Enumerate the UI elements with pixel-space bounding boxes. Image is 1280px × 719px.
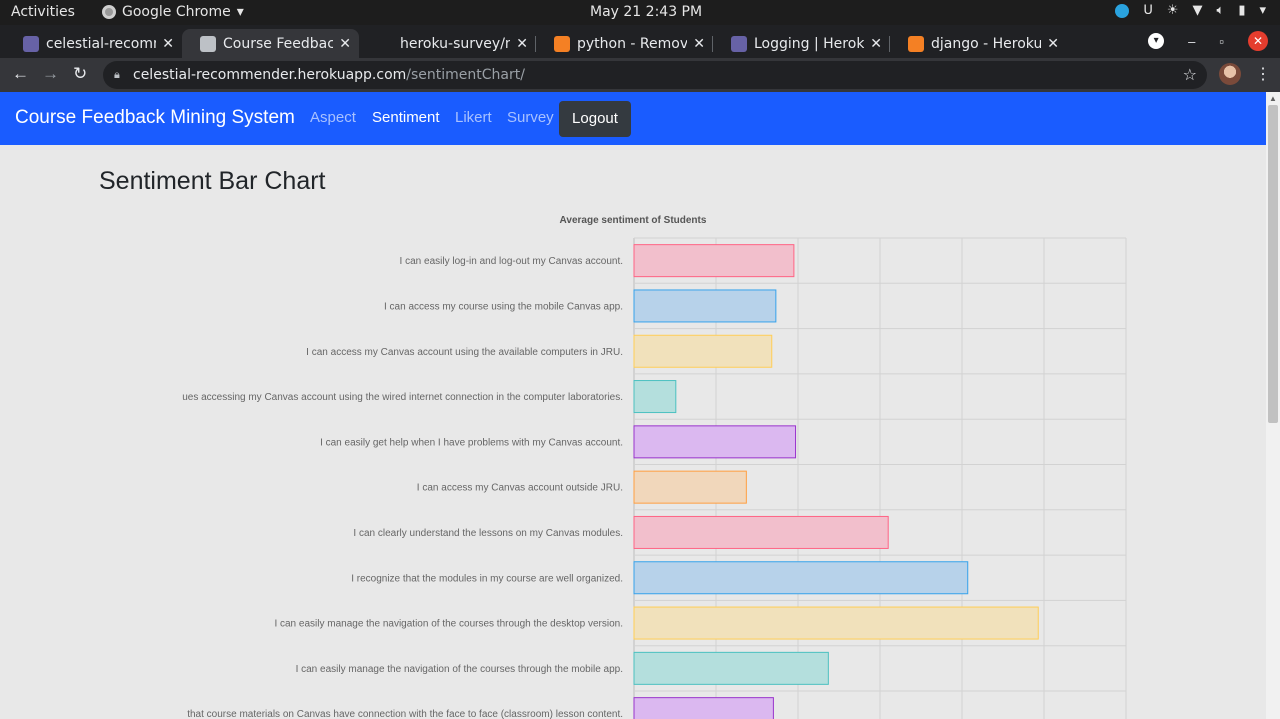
heroku-icon [731, 35, 747, 52]
chart-bar [633, 470, 747, 504]
chevron-down-icon[interactable]: ▾ [1259, 3, 1266, 18]
page-title: Sentiment Bar Chart [99, 167, 326, 195]
system-tray[interactable]: ᑌ ☀ ▼ 🔈︎ ▮ ▾ [1115, 3, 1266, 18]
chart-bar [633, 380, 677, 414]
profile-avatar[interactable] [1219, 63, 1241, 85]
scrollbar-thumb[interactable] [1268, 105, 1278, 423]
caret-down-icon: ▾ [236, 4, 244, 20]
chart-bar [633, 515, 889, 549]
category-label: I can access my Canvas account using the… [306, 347, 623, 358]
close-window-icon[interactable]: ✕ [1248, 31, 1268, 51]
maximize-icon[interactable]: ▫ [1219, 33, 1224, 49]
os-top-bar: Activities Google Chrome ▾ May 21 2:43 P… [0, 0, 1280, 25]
close-tab-icon[interactable]: ✕ [870, 35, 882, 52]
browser-tab[interactable]: Logging | Heroku ✕ [713, 29, 890, 58]
minimize-icon[interactable]: – [1188, 33, 1196, 49]
github-icon [377, 35, 393, 52]
close-tab-icon[interactable]: ✕ [516, 35, 528, 52]
chart-bar [633, 697, 774, 719]
lock-icon[interactable]: 🔒︎ [114, 68, 120, 81]
category-label: I can access my course using the mobile … [384, 301, 623, 312]
nav-link-aspect[interactable]: Aspect [310, 109, 356, 126]
category-label: I can easily manage the navigation of th… [296, 664, 623, 675]
brightness-icon[interactable]: ☀ [1166, 3, 1179, 18]
tab-title: python - Remove s [577, 35, 688, 52]
tray-app-icon[interactable]: ᑌ [1143, 3, 1153, 18]
forward-icon[interactable]: → [42, 64, 59, 83]
address-bar[interactable]: 🔒︎ celestial-recommender.herokuapp.com/s… [103, 61, 1207, 89]
url-path: /sentimentChart/ [406, 67, 525, 83]
browser-tab[interactable]: django - Heroku s ✕ [890, 29, 1067, 58]
nav-link-survey[interactable]: Survey [507, 109, 554, 126]
chart-bar [633, 425, 797, 459]
chart-bar [633, 334, 773, 368]
logout-button[interactable]: Logout [559, 101, 631, 137]
url-host: celestial-recommender.herokuapp.com [133, 67, 407, 83]
bookmark-star-icon[interactable]: ☆ [1182, 65, 1197, 84]
chart-bar [633, 244, 795, 278]
tab-title: Course Feedback [223, 35, 334, 52]
close-tab-icon[interactable]: ✕ [693, 35, 705, 52]
globe-icon [200, 35, 216, 52]
reload-icon[interactable]: ↻ [73, 64, 88, 83]
menu-kebab-icon[interactable]: ⋮ [1255, 66, 1271, 83]
category-label: I can easily log-in and log-out my Canva… [400, 256, 623, 267]
activities-button[interactable]: Activities [11, 4, 75, 20]
app-menu[interactable]: Google Chrome ▾ [102, 4, 244, 20]
tab-title: heroku-survey/nlt [400, 35, 511, 52]
tab-search-icon[interactable]: ▾ [1148, 33, 1165, 49]
chrome-icon [102, 5, 116, 19]
tab-title: Logging | Heroku [754, 35, 865, 52]
chart-bar [633, 651, 829, 685]
site-navbar: Course Feedback Mining System Aspect Sen… [0, 92, 1266, 145]
window-controls: ▾ – ▫ ✕ [1148, 31, 1268, 51]
category-label: that course materials on Canvas have con… [187, 709, 623, 719]
chart-bar [633, 606, 1039, 640]
chart-bar [633, 289, 777, 323]
browser-tab[interactable]: Course Feedback ✕ [182, 29, 359, 58]
stackoverflow-icon [554, 35, 570, 52]
chart-plot: I can easily log-in and log-out my Canva… [182, 237, 1127, 719]
page-scrollbar[interactable]: ▲ [1266, 92, 1280, 719]
category-label: I can clearly understand the lessons on … [353, 528, 623, 539]
scroll-up-icon[interactable]: ▲ [1269, 94, 1277, 103]
chart-bar [633, 561, 969, 595]
tab-strip: celestial-recomme✕Course Feedback✕heroku… [0, 25, 1280, 78]
category-label: ues accessing my Canvas account using th… [182, 392, 623, 403]
close-tab-icon[interactable]: ✕ [162, 35, 174, 52]
telegram-icon[interactable] [1115, 3, 1130, 18]
tab-separator [712, 36, 713, 52]
category-label: I can access my Canvas account outside J… [417, 483, 623, 494]
back-icon[interactable]: ← [12, 64, 29, 83]
wifi-icon[interactable]: ▼ [1192, 3, 1203, 18]
browser-tab[interactable]: celestial-recomme ✕ [5, 29, 182, 58]
heroku-icon [23, 35, 39, 52]
sentiment-chart: Average sentiment of Students I can easi… [0, 212, 1266, 719]
clock[interactable]: May 21 2:43 PM [590, 4, 703, 20]
tab-separator [535, 36, 536, 52]
nav-link-sentiment[interactable]: Sentiment [372, 109, 440, 126]
chart-title: Average sentiment of Students [559, 215, 707, 226]
browser-tab[interactable]: python - Remove s ✕ [536, 29, 713, 58]
battery-icon[interactable]: ▮ [1238, 3, 1246, 18]
browser-tab[interactable]: heroku-survey/nlt ✕ [359, 29, 536, 58]
site-brand[interactable]: Course Feedback Mining System [15, 107, 295, 128]
tab-title: celestial-recomme [46, 35, 156, 52]
browser-toolbar: ← → ↻ 🔒︎ celestial-recommender.herokuapp… [0, 58, 1280, 92]
nav-link-likert[interactable]: Likert [455, 109, 492, 126]
close-tab-icon[interactable]: ✕ [1047, 35, 1059, 52]
category-label: I recognize that the modules in my cours… [351, 573, 623, 584]
page-viewport: Course Feedback Mining System Aspect Sen… [0, 92, 1266, 719]
volume-icon[interactable]: 🔈︎ [1216, 3, 1225, 18]
app-name: Google Chrome [122, 4, 231, 20]
stackoverflow-icon [908, 35, 924, 52]
category-label: I can easily manage the navigation of th… [274, 619, 623, 630]
tab-separator [889, 36, 890, 52]
category-label: I can easily get help when I have proble… [320, 437, 623, 448]
close-tab-icon[interactable]: ✕ [339, 35, 351, 52]
tab-title: django - Heroku s [931, 35, 1042, 52]
